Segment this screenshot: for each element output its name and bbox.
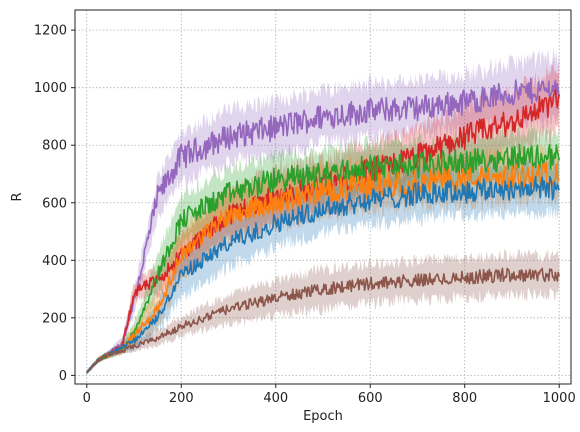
series-lines (86, 77, 560, 374)
y-tick-label: 1000 (34, 81, 67, 96)
axes: 0 200 400 600 800 1000 0 200 400 600 800 1000 1200 (34, 9, 576, 406)
x-tick-label: 800 (452, 391, 477, 406)
series-line-4 (86, 175, 560, 374)
y-tick-label: 800 (42, 139, 67, 154)
y-tick-label: 600 (42, 196, 67, 211)
series-line-1 (86, 89, 560, 373)
series-line-5 (86, 267, 560, 373)
series-band-1 (86, 57, 560, 374)
series-line-0 (86, 77, 560, 373)
y-tick-label: 0 (59, 369, 67, 384)
series-band-5 (86, 248, 560, 374)
x-tick-label: 200 (169, 391, 194, 406)
series-band-2 (86, 123, 560, 374)
series-band-0 (86, 47, 560, 374)
series-line-2 (86, 143, 560, 374)
x-axis-label: Epoch (303, 409, 343, 424)
y-tick-label: 400 (42, 254, 67, 269)
plot-frame (74, 9, 572, 385)
series-line-3 (86, 161, 560, 373)
series-band-4 (86, 155, 560, 374)
y-tick-label: 1200 (34, 24, 67, 39)
x-tick-label: 0 (83, 391, 91, 406)
y-axis-label: R (10, 192, 25, 201)
grid-layer (75, 10, 571, 384)
x-tick-label: 1000 (543, 391, 576, 406)
x-tick-label: 400 (263, 391, 288, 406)
x-tick-label: 600 (358, 391, 383, 406)
y-tick-label: 200 (42, 311, 67, 326)
